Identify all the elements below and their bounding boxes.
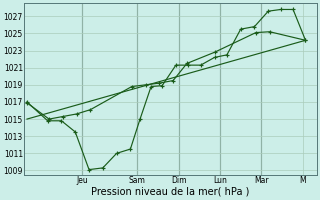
X-axis label: Pression niveau de la mer( hPa ): Pression niveau de la mer( hPa ) bbox=[91, 187, 250, 197]
